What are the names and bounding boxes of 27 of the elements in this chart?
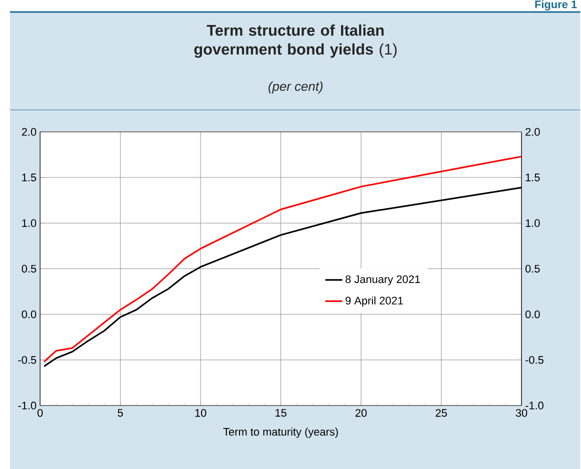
y-tick-label: 0.5: [22, 264, 36, 272]
y2-tick-label: 2.0: [526, 128, 540, 136]
legend-label: 8 January 2021: [346, 275, 420, 286]
y2-tick-label: -0.5: [526, 356, 544, 364]
x-tick-label: 20: [356, 408, 367, 417]
y2-tick-label: 0.5: [525, 264, 540, 272]
y2-tick-label: 0.0: [525, 310, 540, 318]
x-tick-label: 30: [516, 408, 528, 417]
legend-label: 9 April 2021: [346, 296, 403, 306]
y2-tick-label: -1.0: [526, 401, 544, 410]
x-axis-title: Term to maturity (years): [223, 427, 338, 438]
y-tick-label: 1.0: [22, 219, 36, 227]
x-tick-label: 10: [195, 408, 206, 417]
x-tick-label: 25: [436, 408, 447, 417]
x-tick-label: 0: [37, 408, 43, 417]
x-tick-label: 5: [118, 408, 123, 417]
chart-title: Term structure of Italian government bond yields (1): [194, 24, 397, 58]
y2-tick-label: 1.0: [526, 219, 540, 227]
y2-tick-label: 1.5: [526, 174, 540, 182]
chart-subtitle: (per cent): [268, 81, 323, 94]
y-tick-label: 0.0: [22, 310, 36, 318]
x-tick-label: 15: [276, 408, 286, 417]
y-tick-label: 1.5: [22, 174, 36, 182]
y-tick-label: -1.0: [18, 401, 36, 410]
y-tick-label: -0.5: [18, 356, 36, 364]
caption: Figure 1: [535, 0, 577, 10]
y-tick-label: 2.0: [22, 128, 36, 136]
